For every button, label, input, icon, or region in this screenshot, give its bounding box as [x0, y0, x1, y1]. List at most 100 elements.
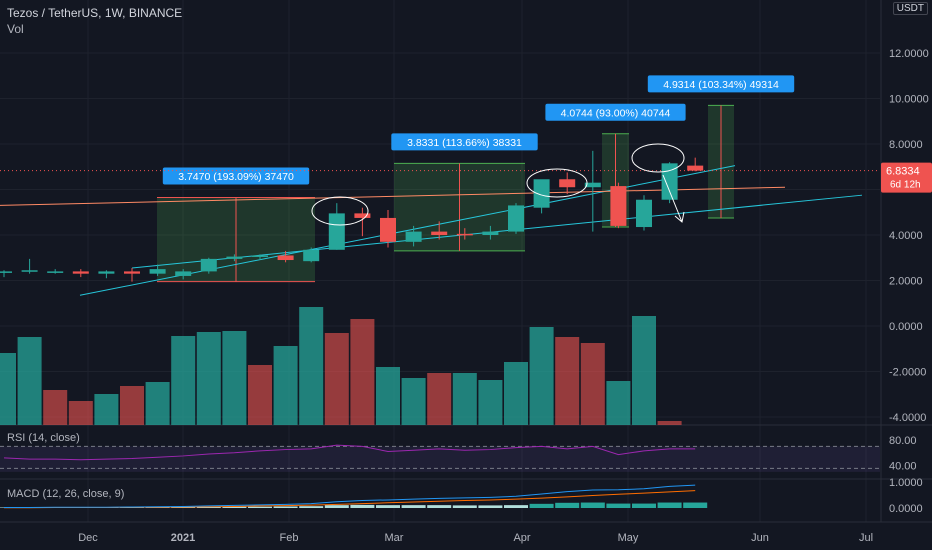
- volume-bar: [68, 401, 93, 425]
- volume-bar: [580, 343, 605, 425]
- candle-body: [277, 255, 294, 261]
- macd-histogram-bar: [683, 502, 708, 508]
- price-badge: [881, 162, 932, 193]
- candle-body: [124, 271, 140, 274]
- macd-histogram-bar: [478, 505, 503, 508]
- volume-bar: [376, 367, 400, 425]
- measure-label-bg: [162, 167, 310, 185]
- candle-body: [354, 213, 371, 218]
- macd-histogram-bar: [120, 507, 144, 508]
- candle-body: [559, 179, 576, 188]
- volume-bar: [427, 373, 452, 425]
- macd-histogram-bar: [273, 506, 298, 508]
- price-tick-label: 12.0000: [889, 48, 929, 60]
- measure-label: 4.0744 (93.00%) 40744: [561, 107, 671, 119]
- candle-body: [175, 271, 192, 276]
- candle-body: [636, 199, 652, 228]
- macd-histogram-bar: [376, 505, 400, 508]
- macd-label[interactable]: MACD (12, 26, close, 9): [7, 488, 125, 500]
- macd-histogram-bar: [248, 506, 272, 508]
- macd-tick-label: 0.0000: [889, 503, 923, 515]
- candle-body: [149, 269, 166, 274]
- macd-tick-label: 1.0000: [889, 477, 923, 489]
- volume-bar: [632, 316, 656, 425]
- price-tick-label: 10.0000: [889, 94, 929, 106]
- annotation-circle: [311, 196, 369, 226]
- price-badge-value: 6.8334: [886, 166, 920, 178]
- candle-body: [456, 233, 473, 236]
- volume-bar: [657, 421, 682, 425]
- macd-histogram-bar: [555, 502, 580, 508]
- measure-label: 3.7470 (193.09%) 37470: [178, 171, 294, 183]
- volume-bar: [401, 378, 426, 425]
- rsi-band: [0, 446, 880, 472]
- candle-body: [303, 249, 320, 262]
- volume-bar: [529, 327, 554, 425]
- time-tick-label: 2021: [171, 532, 195, 544]
- macd-histogram-bar: [529, 503, 554, 508]
- rsi-line: [3, 444, 696, 461]
- volume-bar: [222, 331, 247, 425]
- price-tick-label: 8.0000: [889, 139, 923, 151]
- macd-histogram-bar: [657, 502, 682, 508]
- volume-bar: [171, 336, 196, 425]
- macd-histogram-bar: [171, 507, 196, 508]
- time-tick-label: Apr: [513, 532, 530, 544]
- macd-histogram-bar: [196, 506, 221, 508]
- macd-histogram-bar: [401, 505, 426, 508]
- volume-bar: [555, 337, 580, 425]
- volume-bar: [17, 337, 42, 425]
- candle-body: [405, 231, 422, 242]
- macd-histogram-bar: [580, 502, 605, 508]
- candle-body: [482, 231, 499, 235]
- measure-label: 3.8331 (113.66%) 38331: [407, 137, 522, 149]
- price-badge-countdown: 6d 12h: [890, 180, 921, 191]
- candle-body: [200, 258, 217, 272]
- volume-bar: [0, 353, 16, 425]
- volume-bar: [478, 380, 503, 425]
- candle-body: [687, 165, 704, 171]
- candle-body: [328, 213, 345, 250]
- candle-body: [21, 270, 38, 272]
- currency-badge[interactable]: USDT: [892, 2, 928, 15]
- price-tick-label: 2.0000: [889, 276, 923, 288]
- volume-bar: [196, 332, 221, 425]
- macd-histogram-bar: [606, 503, 631, 508]
- candle-body: [0, 271, 12, 273]
- candle-body: [380, 217, 396, 242]
- volume-bar: [350, 319, 375, 425]
- volume-bar: [273, 346, 298, 425]
- annotation-circle: [631, 143, 685, 173]
- rsi-label[interactable]: RSI (14, close): [7, 432, 80, 444]
- volume-bar: [606, 381, 631, 425]
- macd-line: [4, 484, 696, 508]
- trend-line: [0, 186, 786, 206]
- volume-bar: [145, 382, 170, 425]
- symbol-title: Tezos / TetherUS, 1W, BINANCE: [7, 6, 183, 20]
- time-tick-label: May: [618, 532, 639, 544]
- annotation-arrow: [662, 174, 685, 223]
- candle-body: [533, 179, 550, 208]
- price-tick-label: 0.0000: [889, 321, 923, 333]
- rsi-tick-label: 40.00: [889, 461, 917, 473]
- time-tick-label: Mar: [385, 532, 404, 544]
- candle-body: [610, 186, 627, 226]
- macd-histogram-bar: [299, 506, 324, 508]
- candle-body: [661, 163, 678, 200]
- candle-body: [584, 182, 601, 188]
- macd-histogram-bar: [452, 505, 477, 508]
- time-tick-label: Dec: [78, 532, 98, 544]
- price-tick-label: -4.0000: [889, 412, 926, 424]
- macd-histogram-bar: [350, 504, 375, 508]
- volume-bar: [120, 386, 144, 425]
- annotation-circle: [526, 168, 588, 198]
- macd-histogram-bar: [427, 505, 452, 508]
- candle-body: [252, 255, 268, 257]
- volume-bar: [43, 390, 68, 425]
- price-tick-label: -2.0000: [889, 367, 926, 379]
- measure-label-bg: [391, 133, 538, 151]
- candle-body: [72, 271, 89, 274]
- candle-body: [508, 205, 524, 232]
- rsi-tick-label: 80.00: [889, 435, 917, 447]
